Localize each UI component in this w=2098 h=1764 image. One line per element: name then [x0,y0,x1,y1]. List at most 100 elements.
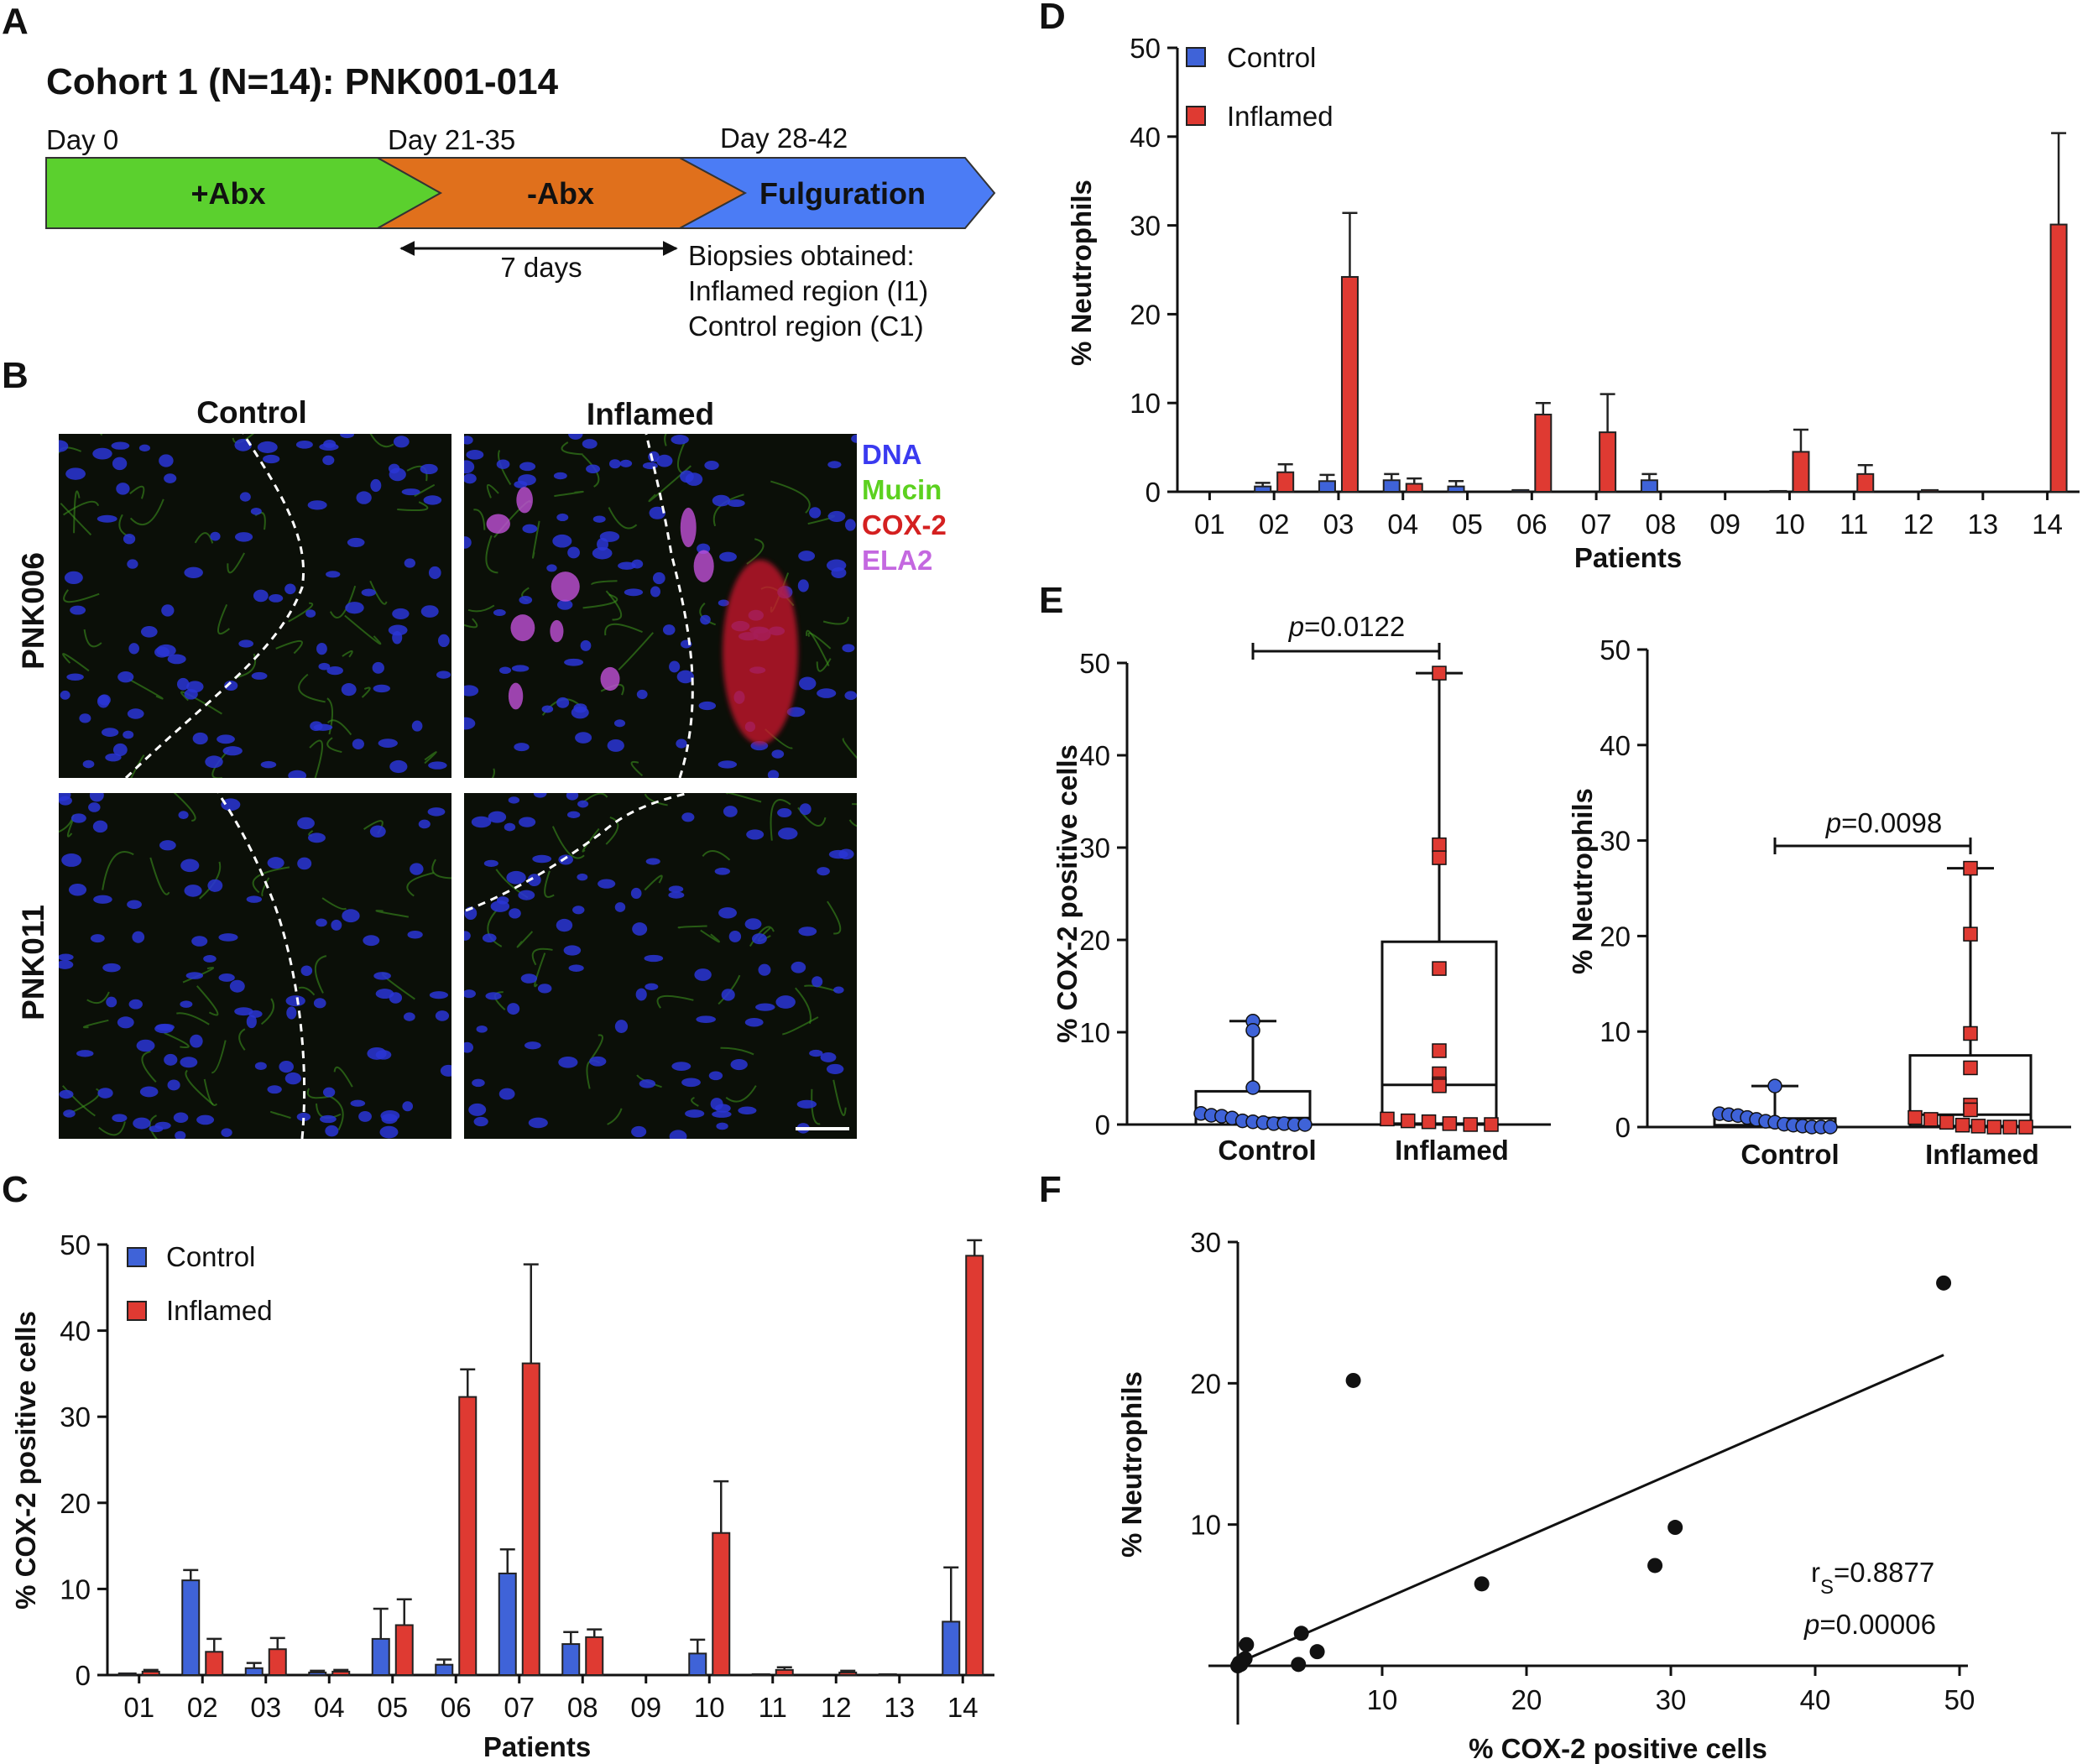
data-point-control [1297,1117,1313,1132]
chart-d-legend-control: Control [1227,42,1316,73]
chart-f-p-stat: p=0.00006 [1803,1609,1936,1640]
micrograph-nucleus [681,1078,701,1088]
micrograph-nucleus [308,832,326,843]
micrograph-ela2-signal [680,507,697,548]
micrograph-membrane [275,639,303,655]
y-tick-label: 30 [1130,211,1161,242]
micrograph-nucleus [524,1041,541,1050]
micrograph-nucleus [568,964,584,972]
micrograph-nucleus [712,494,731,507]
micrograph-ela2-signal [510,614,535,642]
x-tick-label: 03 [1323,509,1354,540]
micrograph-nucleus [598,879,616,889]
micrograph-nucleus [184,885,202,897]
micrograph-nucleus [556,599,573,610]
micrograph-nucleus [553,472,567,480]
y-tick-label: 0 [76,1660,91,1691]
micrograph-nucleus [196,1114,215,1125]
chart-e-right-pvalue: p=0.0098 [1825,807,1943,838]
data-point-inflamed [1432,850,1447,865]
data-point-inflamed [2018,1119,2033,1135]
chart-f-xlabel: % COX-2 positive cells [1469,1733,1767,1764]
micrograph-nucleus [464,717,476,730]
x-tick-label: 08 [567,1692,598,1723]
micrograph-nucleus [180,1057,198,1068]
micrograph-nucleus [401,488,420,496]
micrograph-nucleus [136,1039,155,1052]
bar-control [308,1671,327,1676]
micrograph-membrane [176,1012,210,1026]
micrograph-membrane [321,897,347,911]
micrograph-nucleus [184,689,198,700]
x-tick-label: 07 [504,1692,535,1723]
micrograph-membrane [260,998,274,1026]
micrograph-nucleus [63,1109,76,1118]
x-tick-label: 06 [441,1692,472,1723]
micrograph-membrane [326,737,342,754]
micrograph-nucleus [828,849,848,859]
micrograph-nucleus [429,991,449,999]
bar-inflamed [521,1362,540,1676]
micrograph-nucleus [668,891,685,899]
data-point-inflamed [1963,926,1978,942]
micrograph-nucleus [123,533,136,545]
micrograph-nucleus [817,867,830,876]
micrograph-nucleus [744,1018,764,1027]
y-tick-label: 40 [1079,740,1110,771]
micrograph-nucleus [436,671,451,679]
micrograph-nucleus [710,1098,723,1110]
micrograph-nucleus [738,1106,757,1114]
micrograph-nucleus [139,1086,159,1098]
micrograph-nucleus [92,447,112,460]
micrograph-membrane [554,490,584,498]
micrograph-nucleus [608,459,621,469]
x-tick-label: 08 [1646,509,1677,540]
micrograph-nucleus [669,1130,687,1139]
micrograph-ela2-signal [551,571,580,602]
micrograph-nucleus [167,654,186,665]
micrograph-nucleus [403,1012,415,1021]
micrograph-nucleus [669,660,681,673]
bar-control [1447,485,1465,493]
micrograph-nucleus [592,546,613,560]
x-tick-label: 13 [1967,509,1998,540]
micrograph-membrane [718,974,741,1005]
data-point-control [1767,1078,1782,1093]
bar-inflamed [1792,451,1810,493]
stain-label-cox2: COX-2 [862,509,947,540]
micrograph-nucleus [619,459,633,467]
row-label-pnk011: PNK011 [16,905,50,1020]
micrograph-nucleus [504,822,516,832]
x-tick-label: 10 [1774,509,1805,540]
x-tick-label: 30 [1656,1684,1687,1715]
micrograph-nucleus [59,1089,74,1099]
epithelium-boundary [645,434,694,778]
panel-label-c: C [2,1169,29,1210]
micrograph-nucleus [572,905,585,915]
micrograph-nucleus [238,639,254,648]
data-point-inflamed [2002,1119,2017,1135]
micrograph-nucleus [809,507,822,519]
micrograph-nucleus [133,1117,151,1130]
micrograph-nucleus [263,454,280,464]
micrograph-nucleus [546,564,557,572]
micrograph-membrane [252,866,290,894]
bar-inflamed [331,1670,351,1676]
micrograph-nucleus [234,1007,253,1016]
micrograph-nucleus [506,870,526,885]
interval-label: 7 days [500,252,582,283]
data-point-inflamed [1986,1119,2002,1135]
micrograph-nucleus [464,536,472,549]
micrograph-nucleus [777,808,792,818]
micrograph-nucleus [117,671,134,683]
x-tick-label: 04 [314,1692,345,1723]
micrograph-membrane [852,803,857,806]
micrograph-nucleus [411,720,423,732]
micrograph-nucleus [70,813,86,823]
micrograph-nucleus [566,811,581,819]
micrograph-nucleus [723,806,738,817]
micrograph-membrane [361,686,371,698]
micrograph-pnk011-control [59,793,451,1139]
micrograph-nucleus [558,1056,578,1068]
micrograph-nucleus [464,473,477,484]
